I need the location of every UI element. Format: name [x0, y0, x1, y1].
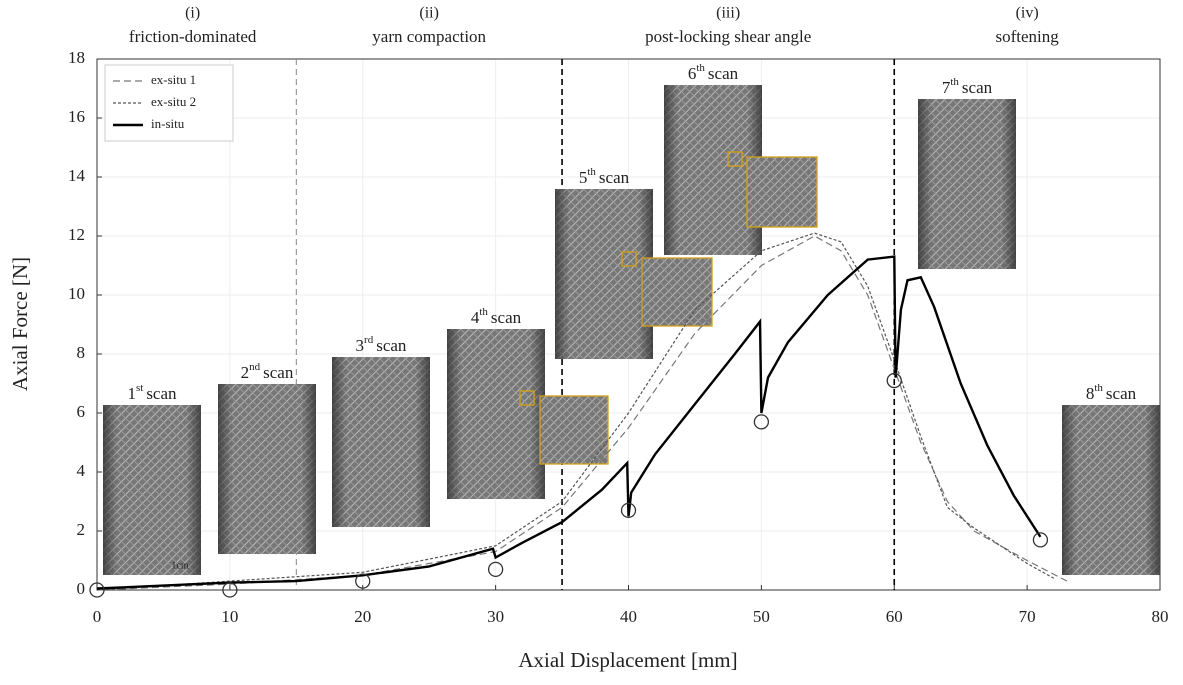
scan-suffix: th: [1094, 382, 1103, 394]
x-tick-label: 30: [487, 607, 504, 626]
y-tick-label: 4: [77, 461, 86, 480]
x-tick-label: 50: [753, 607, 770, 626]
scan-shade: [103, 405, 201, 575]
legend-label: in-situ: [151, 116, 185, 131]
x-tick-label: 10: [221, 607, 238, 626]
scan-shade: [555, 189, 653, 359]
plot-frame: [96, 58, 1161, 591]
x-tick-label: 40: [620, 607, 637, 626]
scan-suffix: rd: [364, 334, 374, 346]
scan-point: [89, 582, 105, 598]
zoom-inset: [539, 395, 609, 465]
zoom-box: [621, 251, 637, 267]
scan-word: scan: [962, 78, 993, 97]
legend-box: [104, 64, 234, 142]
legend-label: ex-situ 1: [151, 72, 196, 87]
y-tick-label: 2: [77, 520, 86, 539]
scan-number: 5: [579, 168, 588, 187]
x-tick-label: 0: [93, 607, 102, 626]
scan-label: 3rd scan: [356, 334, 407, 355]
x-axis-title: Axial Displacement [mm]: [518, 648, 737, 672]
scan-point: [886, 372, 902, 389]
scan-word: scan: [1106, 384, 1137, 403]
scan-label: 7th scan: [942, 76, 993, 97]
scan-word: scan: [491, 308, 522, 327]
zoom-inset: [641, 257, 713, 327]
x-tick-label: 60: [886, 607, 903, 626]
scan-suffix: st: [136, 382, 143, 394]
y-tick-label: 8: [77, 343, 86, 362]
y-tick-label: 14: [68, 166, 86, 185]
y-tick-label: 16: [68, 107, 85, 126]
zoom-inset: [746, 156, 818, 228]
y-tick-label: 12: [68, 225, 85, 244]
phase-numeral: (i): [185, 5, 200, 22]
scan-suffix: th: [696, 62, 705, 74]
scan-point: [620, 502, 637, 519]
scan-shade: [332, 357, 430, 527]
scan-number: 8: [1086, 384, 1095, 403]
scan-word: scan: [599, 168, 630, 187]
scan-shade: [1062, 405, 1160, 575]
y-tick-label: 0: [77, 579, 86, 598]
phase-name: post-locking shear angle: [645, 27, 811, 46]
phase-name: softening: [995, 27, 1059, 46]
scan-suffix: th: [950, 76, 959, 88]
scale-bar-label: 1cm: [171, 560, 188, 571]
scan-word: scan: [263, 363, 294, 382]
phase-name: friction-dominated: [129, 27, 257, 46]
scan-word: scan: [376, 336, 407, 355]
scan-word: scan: [146, 384, 177, 403]
scan-point: [1032, 532, 1049, 548]
y-tick-label: 6: [77, 402, 86, 421]
x-tick-label: 20: [354, 607, 371, 626]
scan-label: 4th scan: [471, 306, 522, 327]
x-tick-label: 70: [1019, 607, 1036, 626]
scan-number: 7: [942, 78, 951, 97]
scan-shade: [447, 329, 545, 499]
scan-suffix: nd: [249, 361, 261, 373]
y-axis-title: Axial Force [N]: [8, 257, 32, 391]
phase-numeral: (ii): [419, 5, 439, 22]
scan-suffix: th: [479, 306, 488, 318]
scan-word: scan: [708, 64, 739, 83]
scan-number: 3: [356, 336, 365, 355]
scan-point: [753, 414, 770, 430]
scan-point: [222, 582, 238, 598]
phase-name: yarn compaction: [372, 27, 486, 46]
scan-shade: [218, 384, 316, 554]
scan-point: [487, 561, 504, 577]
x-tick-label: 80: [1152, 607, 1169, 626]
scan-shade: [664, 85, 762, 255]
legend-label: ex-situ 2: [151, 94, 196, 109]
scan-point: [355, 573, 371, 589]
zoom-box: [727, 151, 743, 167]
zoom-box: [519, 390, 535, 406]
scan-label: 6th scan: [688, 62, 739, 83]
y-tick-label: 10: [68, 284, 85, 303]
scan-shade: [918, 99, 1016, 269]
series-line: [96, 232, 1054, 591]
scan-label: 8th scan: [1086, 382, 1137, 403]
scan-label: 1st scan: [127, 382, 177, 403]
series-line: [96, 255, 1042, 590]
phase-numeral: (iv): [1016, 5, 1039, 22]
phase-numeral: (iii): [716, 5, 740, 22]
scan-number: 1: [127, 384, 136, 403]
scan-number: 6: [688, 64, 697, 83]
y-tick-label: 18: [68, 48, 85, 67]
scan-number: 4: [471, 308, 480, 327]
scan-suffix: th: [587, 166, 596, 178]
scan-number: 2: [241, 363, 250, 382]
scan-label: 2nd scan: [241, 361, 294, 382]
scan-label: 5th scan: [579, 166, 630, 187]
